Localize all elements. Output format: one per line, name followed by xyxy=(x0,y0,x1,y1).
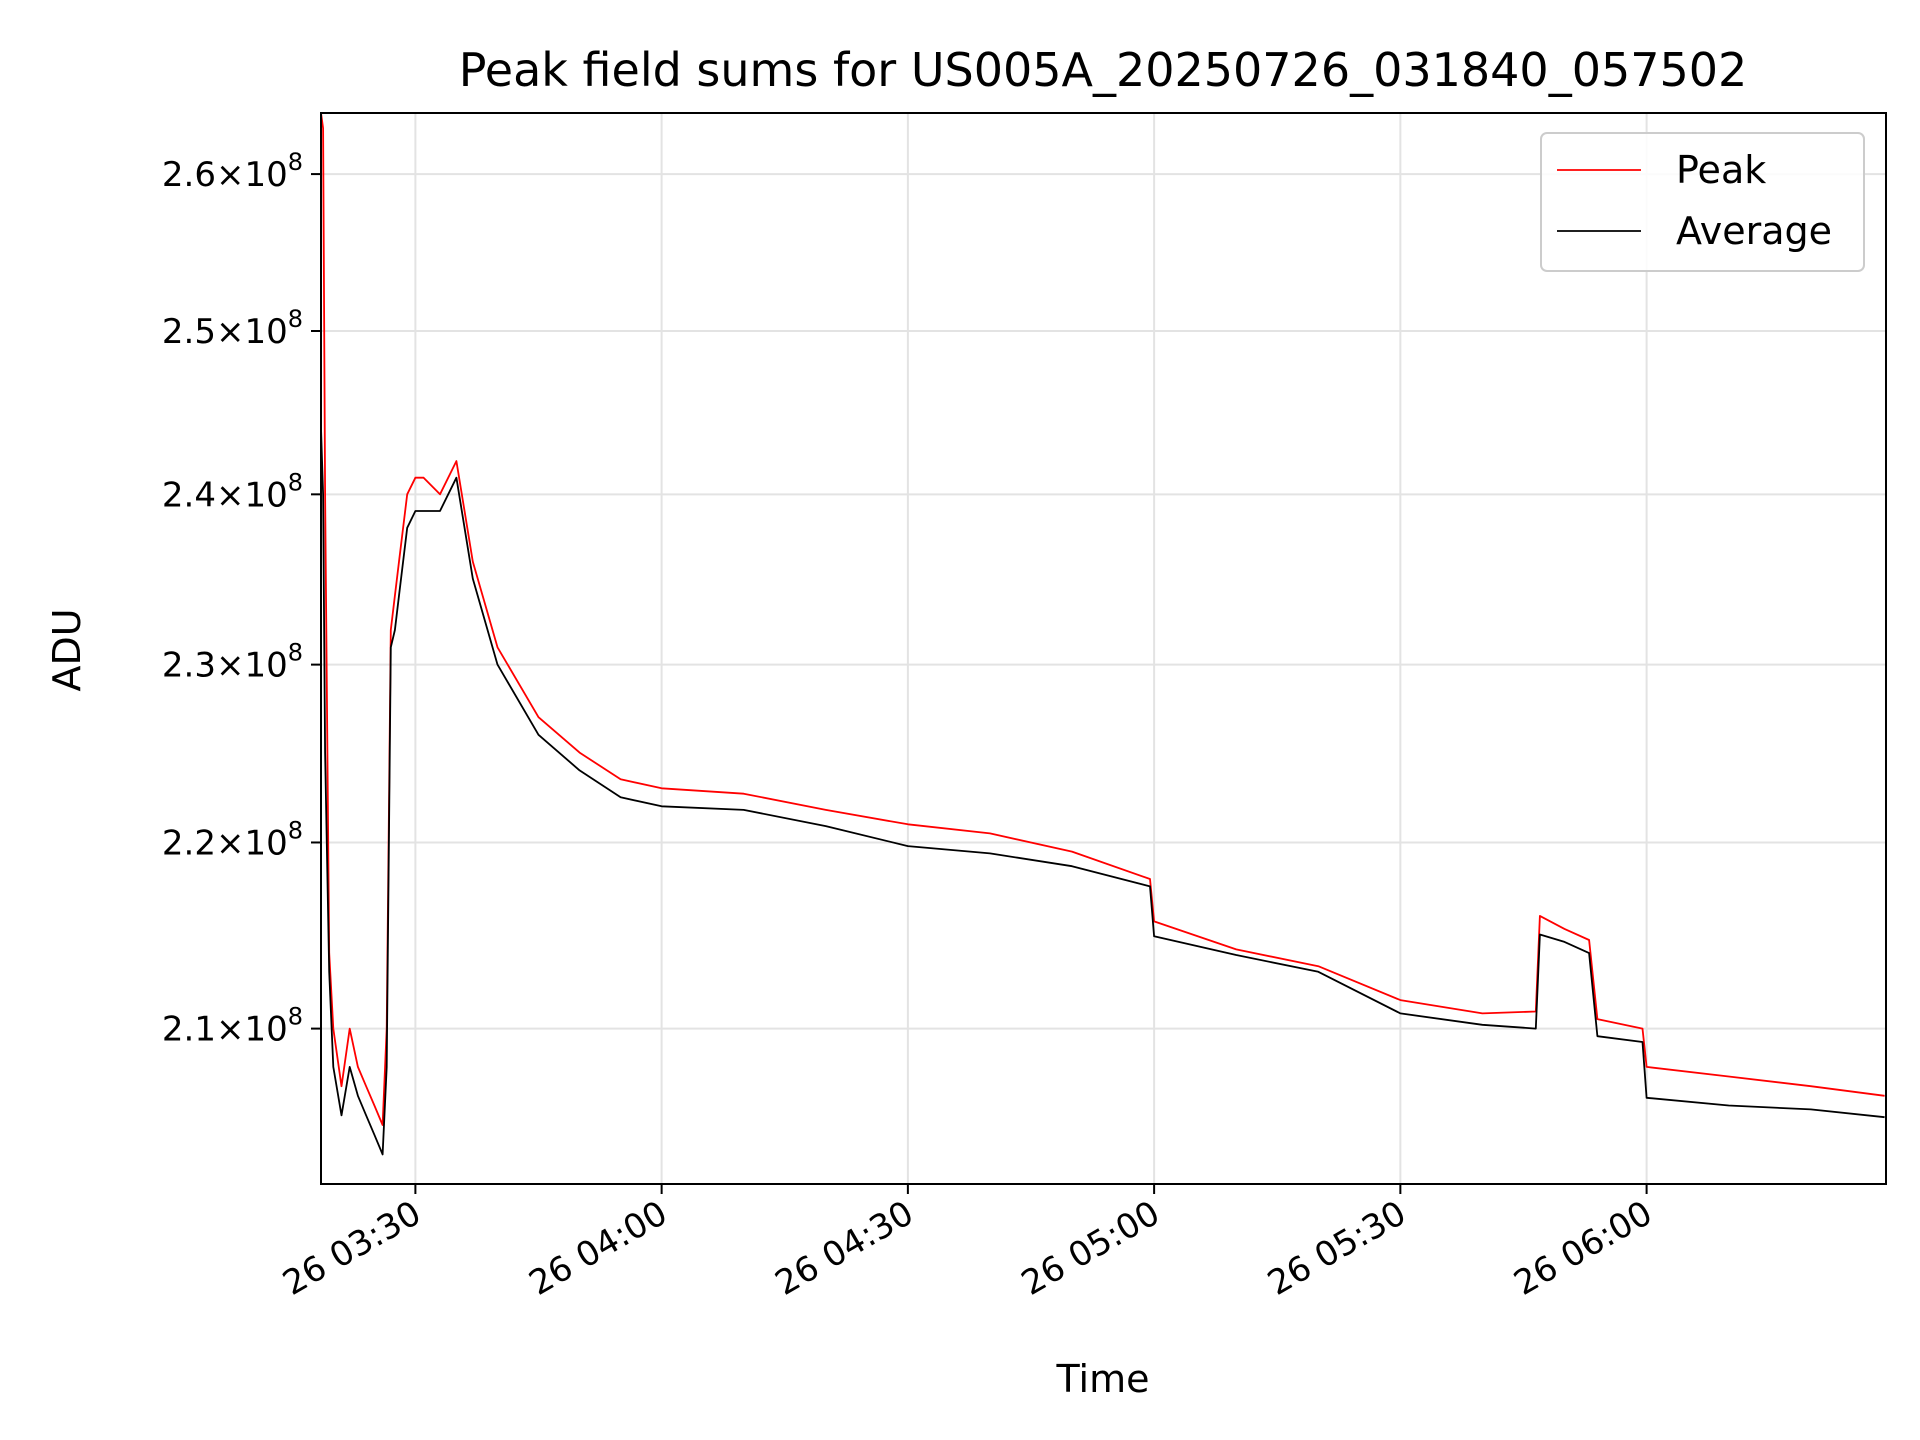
y-tick-label: 2.1×108 xyxy=(162,1003,303,1050)
y-tick-exponent: 8 xyxy=(288,305,303,333)
y-tick-label: 2.3×108 xyxy=(162,639,303,686)
y-tick-base: ×10 xyxy=(216,1010,288,1050)
y-tick-label: 2.2×108 xyxy=(162,816,303,863)
y-tick-mantissa: 2.5 xyxy=(162,312,216,352)
plot-frame xyxy=(320,112,1887,1185)
y-axis: 2.1×1082.2×1082.3×1082.4×1082.5×1082.6×1… xyxy=(162,148,321,1050)
y-tick-exponent: 8 xyxy=(288,816,303,844)
series-line-average xyxy=(321,428,1885,1156)
x-axis-label: Time xyxy=(1056,1357,1150,1401)
series-line-peak xyxy=(321,113,1885,1126)
y-tick-label: 2.4×108 xyxy=(162,468,303,515)
y-tick-mantissa: 2.2 xyxy=(162,823,216,863)
y-tick-base: ×10 xyxy=(216,475,288,515)
y-tick-base: ×10 xyxy=(216,312,288,352)
legend-box xyxy=(1540,132,1865,272)
legend-label-peak: Peak xyxy=(1676,148,1766,192)
legend-label-average: Average xyxy=(1676,209,1832,253)
plot-area xyxy=(320,112,1887,1185)
y-tick-exponent: 8 xyxy=(288,639,303,667)
y-tick-exponent: 8 xyxy=(288,148,303,176)
y-tick-exponent: 8 xyxy=(288,1003,303,1031)
y-tick-base: ×10 xyxy=(216,155,288,195)
legend: Peak Average xyxy=(1540,132,1865,272)
plot-background xyxy=(321,113,1886,1184)
y-tick-mantissa: 2.4 xyxy=(162,475,216,515)
y-tick-base: ×10 xyxy=(216,646,288,686)
y-tick-mantissa: 2.3 xyxy=(162,646,216,686)
series-layer xyxy=(321,113,1885,1156)
y-tick-base: ×10 xyxy=(216,823,288,863)
y-tick-label: 2.5×108 xyxy=(162,305,303,352)
y-tick-mantissa: 2.6 xyxy=(162,155,216,195)
chart-title: Peak field sums for US005A_20250726_0318… xyxy=(459,43,1748,97)
y-tick-exponent: 8 xyxy=(288,468,303,496)
y-axis-label: ADU xyxy=(45,608,89,691)
y-tick-label: 2.6×108 xyxy=(162,148,303,195)
y-tick-mantissa: 2.1 xyxy=(162,1010,216,1050)
grid xyxy=(321,113,1886,1184)
